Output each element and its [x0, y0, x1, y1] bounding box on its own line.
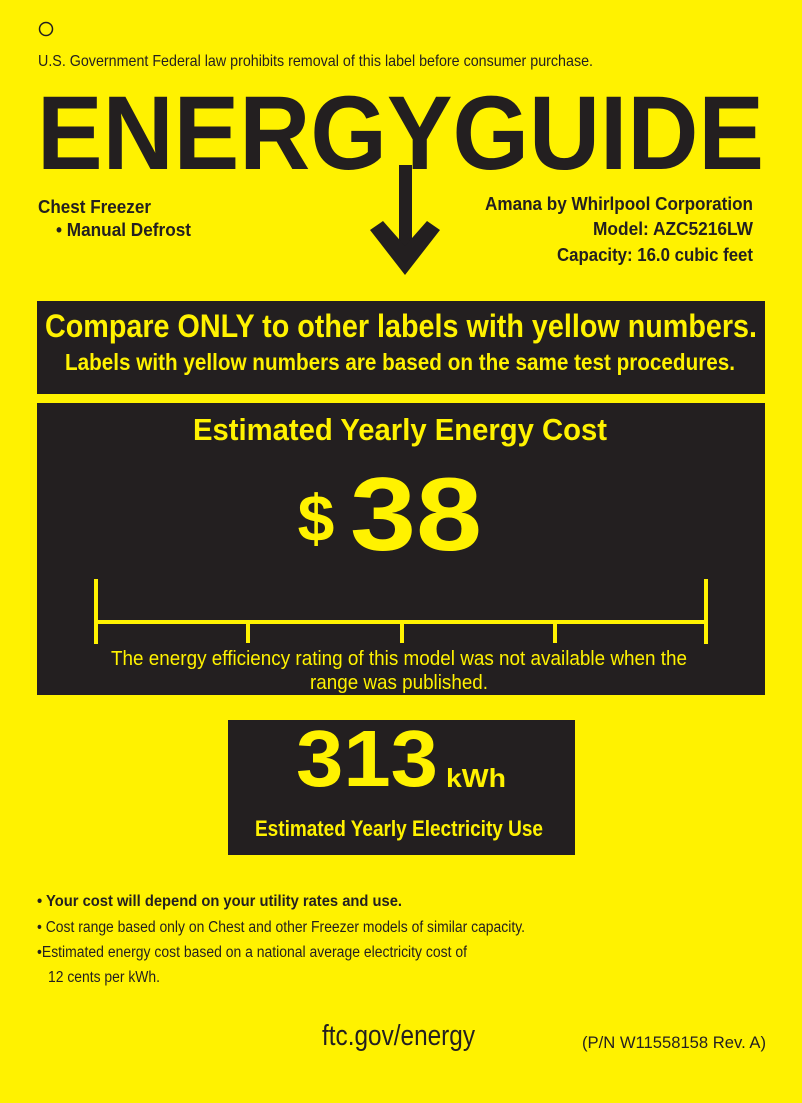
- model-number: Model: AZC5216LW: [593, 219, 753, 239]
- cost-range-scale: [94, 579, 708, 644]
- product-feature: • Manual Defrost: [56, 220, 191, 240]
- manufacturer: Amana by Whirlpool Corporation: [485, 194, 753, 214]
- currency-symbol: $: [298, 481, 335, 555]
- note-item: •Estimated energy cost based on a nation…: [37, 944, 468, 961]
- usage-value: 313: [296, 714, 438, 803]
- part-number: (P/N W11558158 Rev. A): [582, 1033, 766, 1052]
- note-item: • Your cost will depend on your utility …: [37, 893, 402, 910]
- usage-panel: [228, 720, 575, 855]
- ftc-website-link[interactable]: ftc.gov/energy: [322, 1020, 475, 1052]
- usage-unit: kWh: [446, 763, 506, 793]
- capacity: Capacity: 16.0 cubic feet: [557, 245, 753, 265]
- cost-amount: 38: [350, 457, 482, 573]
- range-note-line-2: range was published.: [310, 672, 488, 694]
- note-item: • Cost range based only on Chest and oth…: [37, 919, 525, 936]
- note-item: 12 cents per kWh.: [48, 969, 160, 986]
- compare-line-2: Labels with yellow numbers are based on …: [65, 349, 735, 375]
- cost-title: Estimated Yearly Energy Cost: [193, 412, 607, 447]
- down-arrow-icon: [370, 165, 440, 275]
- usage-label: Estimated Yearly Electricity Use: [255, 816, 543, 841]
- hang-hole-icon: [38, 21, 54, 37]
- cost-panel: [37, 403, 765, 695]
- range-note-line-1: The energy efficiency rating of this mod…: [111, 648, 687, 670]
- compare-banner: [37, 301, 765, 394]
- compare-line-1: Compare ONLY to other labels with yellow…: [45, 308, 757, 344]
- product-type: Chest Freezer: [38, 197, 151, 217]
- legal-notice: U.S. Government Federal law prohibits re…: [38, 53, 593, 70]
